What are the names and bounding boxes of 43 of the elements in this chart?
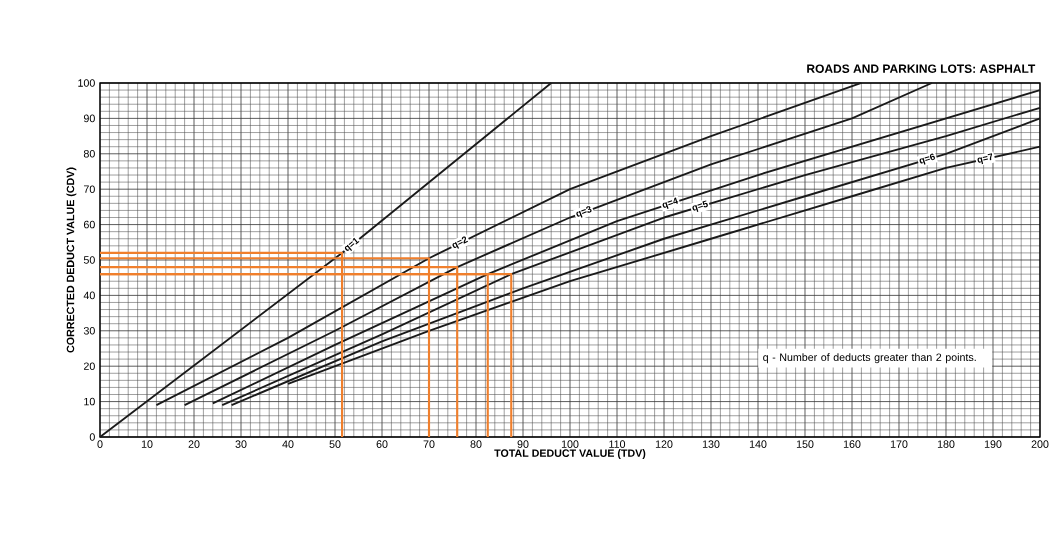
y-tick-label: 90 [83,114,95,123]
x-tick-label: 140 [749,440,767,448]
text: q=1 [344,237,360,251]
x-tick-label: 10 [141,440,153,448]
x-tick-label: 90 [517,440,529,448]
text: q=3 [576,206,592,218]
y-axis-title: CORRECTED DEDUCT VALUE (CDV) [66,167,77,353]
x-tick-label: 150 [796,440,814,448]
y-tick-label: 80 [83,150,95,158]
x-tick-label: 160 [843,440,861,448]
x-tick-label: 170 [890,440,908,448]
x-tick-label: 30 [235,440,247,448]
y-tick-label: 0 [89,433,95,441]
text: q=6 [919,153,935,165]
x-tick-label: 130 [702,440,720,448]
x-tick-label: 110 [609,440,626,448]
text: q=7 [977,153,993,165]
x-tick-label: 0 [97,440,103,448]
x-tick-label: 20 [188,440,200,448]
y-tick-label: 10 [84,397,95,406]
x-tick-label: 40 [282,440,294,448]
x-tick-label: 70 [423,440,435,448]
x-tick-label: 50 [329,440,341,448]
x-tick-label: 120 [655,440,673,448]
y-tick-label: 30 [83,327,95,335]
annotation: q - Number of deducts greater than 2 points. [763,353,976,364]
x-tick-label: 180 [937,440,955,448]
text: q=2 [452,236,468,249]
y-tick-label: 100 [78,79,95,87]
x-tick-label: 100 [561,440,579,448]
x-tick-label: 190 [984,440,1002,448]
x-tick-label: 80 [470,440,482,448]
y-tick-label: 70 [83,185,95,193]
x-axis-title: TOTAL DEDUCT VALUE (TDV) [494,449,646,460]
text: q=4 [662,197,679,209]
y-tick-label: 40 [83,291,95,300]
y-tick-label: 50 [83,256,95,264]
y-tick-label: 60 [83,220,95,229]
y-tick-label: 20 [83,362,95,370]
text: q=5 [692,200,708,212]
chart-title: ROADS AND PARKING LOTS: ASPHALT [807,64,1036,73]
x-tick-label: 200 [1031,440,1049,448]
x-tick-label: 60 [376,440,388,448]
